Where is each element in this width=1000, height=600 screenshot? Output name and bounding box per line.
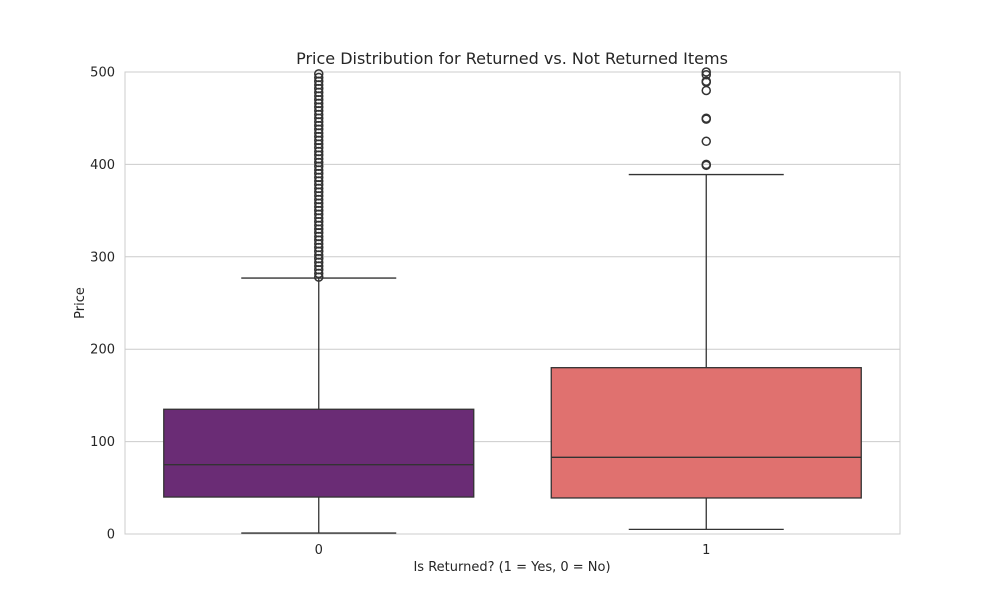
outlier-point [701,76,711,86]
y-axis-title: Price [73,287,88,319]
iqr-box [163,408,475,498]
outlier-point [701,85,711,96]
outlier-point [314,69,324,79]
x-tick-label: 1 [702,543,710,558]
outlier-point [701,113,711,123]
boxes [163,67,862,534]
outlier-point [314,72,324,83]
y-tick-label: 100 [90,435,115,450]
x-tick-label: 0 [315,543,323,558]
outlier-point [701,67,711,77]
x-axis-title: Is Returned? (1 = Yes, 0 = No) [413,560,610,575]
box-group-0 [163,69,475,534]
outlier-point [701,70,711,80]
y-tick-label: 400 [90,158,115,173]
y-tick-label: 200 [90,343,115,358]
plot-frame [124,71,901,535]
iqr-box [550,367,862,499]
outlier-point [701,159,711,170]
y-tick-label: 0 [107,528,115,543]
outlier-point [701,136,711,147]
y-tick-label: 500 [90,66,115,81]
y-tick-labels: 0 100 200 300 400 500 [90,66,115,543]
chart-title: Price Distribution for Returned vs. Not … [296,49,728,68]
box-group-1 [550,67,862,531]
y-tick-label: 300 [90,250,115,265]
